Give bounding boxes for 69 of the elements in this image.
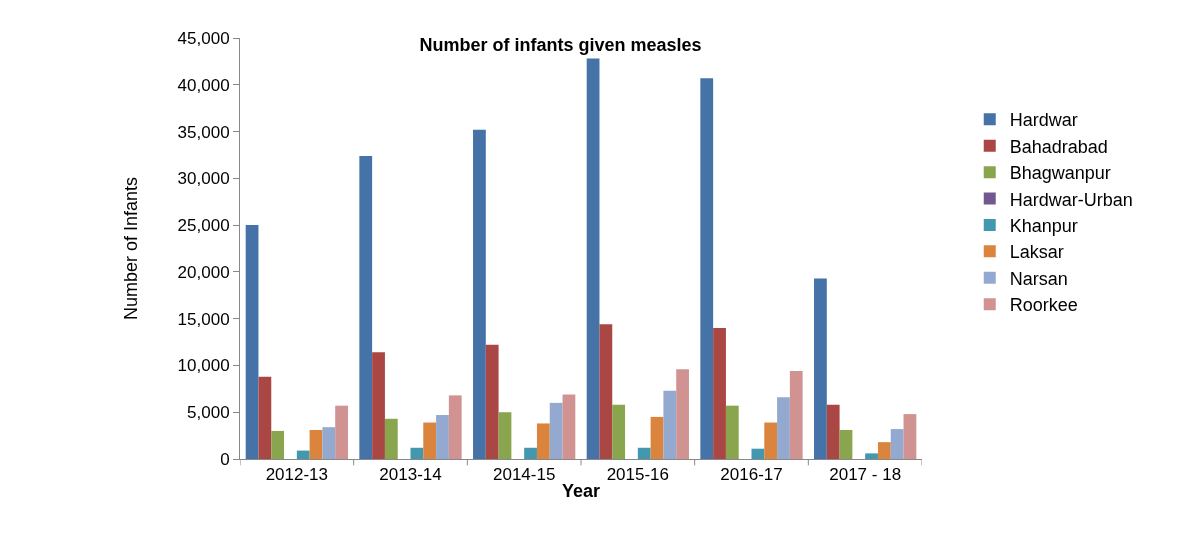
bar <box>789 371 803 459</box>
bar <box>562 394 576 459</box>
legend-label: Roorkee <box>1009 295 1078 316</box>
x-tick-label: 2012-13 <box>265 465 329 485</box>
bar <box>436 415 449 459</box>
legend-label: Hardwar <box>1009 110 1078 131</box>
bar <box>423 422 437 459</box>
bar <box>903 414 917 459</box>
bar <box>335 405 348 459</box>
bar <box>713 328 726 459</box>
y-tick-label: 10,000 <box>177 356 230 376</box>
y-tick-label: 35,000 <box>177 122 230 142</box>
bar <box>877 442 891 459</box>
bar <box>372 352 385 459</box>
y-tick-label: 30,000 <box>177 169 230 189</box>
bar <box>296 450 310 459</box>
bar <box>637 447 651 459</box>
bar <box>384 418 398 459</box>
y-tick-label: 15,000 <box>177 309 230 329</box>
y-tick-label: 40,000 <box>177 75 230 95</box>
bar <box>271 430 285 459</box>
bar <box>586 58 600 459</box>
y-tick-label: 0 <box>220 449 230 469</box>
y-tick-label: 20,000 <box>177 262 230 282</box>
bar <box>524 447 537 459</box>
x-tick-label: 2017 - 18 <box>829 465 902 485</box>
y-tick-label: 45,000 <box>177 28 230 48</box>
bar <box>663 390 677 459</box>
bar <box>473 129 486 459</box>
legend-label: Bahadrabad <box>1009 136 1108 157</box>
x-tick-label: 2014-15 <box>492 465 556 485</box>
bar <box>410 447 424 459</box>
legend-label: Laksar <box>1009 242 1064 263</box>
bar <box>650 416 664 459</box>
legend-label: Hardwar-Urban <box>1009 189 1133 210</box>
bar <box>777 397 790 459</box>
bar <box>725 405 739 459</box>
bar <box>751 448 765 459</box>
bar <box>498 412 512 459</box>
legend-label: Narsan <box>1009 268 1068 289</box>
bar <box>448 395 462 459</box>
bar <box>359 155 373 459</box>
bar <box>700 78 714 459</box>
bar <box>485 344 499 459</box>
y-tick-label: 5,000 <box>187 403 230 423</box>
bar <box>258 376 272 459</box>
bar <box>676 369 689 459</box>
bar <box>814 278 827 459</box>
x-tick-label: 2015-16 <box>606 465 670 485</box>
bar <box>764 422 778 459</box>
bar <box>599 324 613 459</box>
legend-label: Bhagwanpur <box>1009 163 1111 184</box>
bar <box>890 429 904 459</box>
x-tick-label: 2016-17 <box>720 465 783 485</box>
x-tick-label: 2013-14 <box>379 465 442 485</box>
y-tick-label: 25,000 <box>177 216 230 236</box>
bar <box>612 404 626 459</box>
bar <box>245 225 259 459</box>
y-axis-title: Number of Infants <box>120 176 141 321</box>
bar <box>826 404 840 459</box>
bar <box>536 423 550 459</box>
chart-title: Number of infants given measles <box>419 34 702 55</box>
legend-label: Khanpur <box>1009 215 1078 236</box>
bar <box>309 430 323 459</box>
bar <box>322 427 336 459</box>
bar <box>865 453 878 459</box>
x-axis-title: Year <box>561 480 601 501</box>
bar <box>549 402 563 459</box>
bar <box>839 430 853 459</box>
